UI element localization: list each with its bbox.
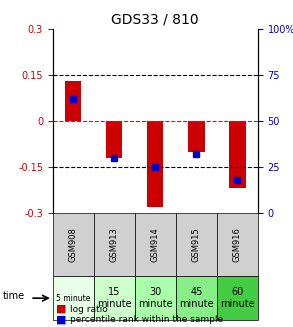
- Text: percentile rank within the sample: percentile rank within the sample: [70, 315, 224, 324]
- FancyBboxPatch shape: [53, 213, 94, 276]
- Title: GDS33 / 810: GDS33 / 810: [111, 13, 199, 27]
- Text: ■: ■: [56, 315, 66, 325]
- FancyBboxPatch shape: [53, 276, 94, 320]
- FancyBboxPatch shape: [217, 213, 258, 276]
- Text: 15
minute: 15 minute: [97, 287, 132, 309]
- FancyBboxPatch shape: [94, 213, 135, 276]
- Text: GSM915: GSM915: [192, 227, 201, 262]
- Text: 45
minute: 45 minute: [179, 287, 214, 309]
- Text: 60
minute: 60 minute: [220, 287, 255, 309]
- Bar: [229, 121, 246, 188]
- Text: time: time: [3, 291, 25, 301]
- Text: log ratio: log ratio: [70, 304, 108, 314]
- Text: ■: ■: [56, 304, 66, 314]
- Text: GSM908: GSM908: [69, 227, 78, 262]
- Text: 30
minute: 30 minute: [138, 287, 173, 309]
- Text: GSM914: GSM914: [151, 227, 160, 262]
- Text: 5 minute: 5 minute: [56, 294, 91, 303]
- FancyBboxPatch shape: [94, 276, 135, 320]
- Bar: [65, 81, 81, 121]
- Bar: [147, 121, 163, 207]
- FancyBboxPatch shape: [176, 213, 217, 276]
- FancyBboxPatch shape: [176, 276, 217, 320]
- Text: GSM913: GSM913: [110, 227, 119, 262]
- FancyBboxPatch shape: [135, 276, 176, 320]
- FancyBboxPatch shape: [217, 276, 258, 320]
- Text: GSM916: GSM916: [233, 227, 242, 262]
- FancyBboxPatch shape: [135, 213, 176, 276]
- Bar: [106, 121, 122, 158]
- Bar: [188, 121, 205, 152]
